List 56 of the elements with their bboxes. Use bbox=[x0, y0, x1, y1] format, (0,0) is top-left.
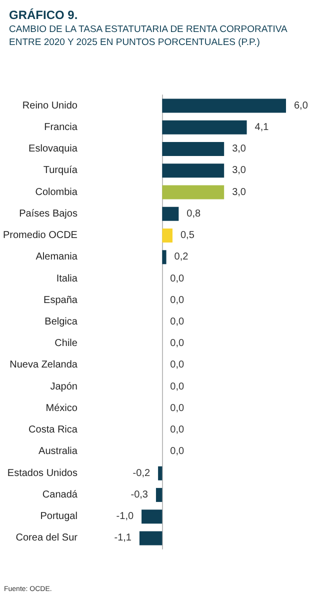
bar bbox=[139, 531, 162, 546]
data-label: 0,0 bbox=[170, 402, 185, 414]
data-label: 0,0 bbox=[170, 273, 185, 284]
y-tick-label: Reino Unido bbox=[22, 100, 78, 112]
y-tick-label: Australia bbox=[38, 446, 78, 458]
data-label: 0,0 bbox=[170, 446, 185, 458]
bar bbox=[162, 228, 172, 243]
y-tick-label: Francia bbox=[44, 122, 78, 133]
bar bbox=[162, 142, 224, 156]
data-label: 0,5 bbox=[180, 230, 195, 242]
data-label: 0,0 bbox=[170, 338, 185, 350]
y-tick-label: Portugal bbox=[40, 511, 78, 522]
bar bbox=[162, 250, 166, 264]
y-tick-label: Corea del Sur bbox=[16, 532, 78, 544]
y-tick-label: España bbox=[44, 294, 78, 306]
data-label: 0,8 bbox=[186, 208, 202, 220]
y-tick-label: Alemania bbox=[36, 252, 78, 263]
bar bbox=[162, 206, 179, 221]
bar bbox=[162, 120, 247, 134]
y-tick-label: Promedio OCDE bbox=[3, 230, 78, 242]
y-tick-label: Nueva Zelanda bbox=[10, 360, 78, 371]
y-tick-label: Chile bbox=[54, 338, 78, 350]
data-label: 6,0 bbox=[294, 100, 308, 112]
bar bbox=[156, 488, 162, 502]
bar bbox=[162, 164, 224, 178]
y-tick-label: Eslovaquia bbox=[28, 144, 78, 155]
y-tick-label: Turquía bbox=[43, 165, 78, 176]
data-label: 3,0 bbox=[232, 186, 246, 198]
data-label: 0,0 bbox=[170, 360, 185, 371]
data-label: 0,2 bbox=[174, 252, 189, 263]
text: GRÁFICO 9. bbox=[9, 8, 78, 22]
y-tick-label: Canadá bbox=[42, 489, 78, 500]
y-tick-label: Japón bbox=[50, 381, 78, 392]
y-tick-label: Italia bbox=[56, 273, 78, 284]
y-tick-label: Países Bajos bbox=[19, 208, 78, 220]
y-tick-label: México bbox=[46, 402, 78, 414]
y-tick-label: Costa Rica bbox=[28, 424, 78, 436]
data-label: 4,1 bbox=[254, 122, 270, 133]
data-label: 0,0 bbox=[170, 424, 185, 436]
chart-subtitle: CAMBIO DE LA TASA ESTATUTARIA DE RENTA CORPORATIVA ENTRE 2020 Y 2025 EN PUNTOS PORCENTUALES (P.P.) bbox=[9, 24, 290, 48]
y-tick-label: Colombia bbox=[35, 186, 78, 198]
bar bbox=[142, 510, 162, 524]
bar bbox=[162, 98, 286, 113]
y-tick-label: Estados Unidos bbox=[7, 468, 78, 479]
data-label: -0,3 bbox=[130, 489, 148, 500]
bar bbox=[158, 466, 162, 480]
data-label: -1,0 bbox=[116, 511, 134, 522]
data-label: 0,0 bbox=[170, 294, 185, 306]
data-label: 3,0 bbox=[232, 144, 246, 155]
data-label: 3,0 bbox=[232, 165, 246, 176]
bar bbox=[162, 185, 224, 200]
data-label: -1,1 bbox=[114, 532, 132, 544]
data-label: 0,0 bbox=[170, 316, 185, 328]
data-label: 0,0 bbox=[170, 381, 185, 392]
y-tick-label: Belgica bbox=[44, 316, 78, 328]
data-label: -0,2 bbox=[132, 468, 150, 479]
